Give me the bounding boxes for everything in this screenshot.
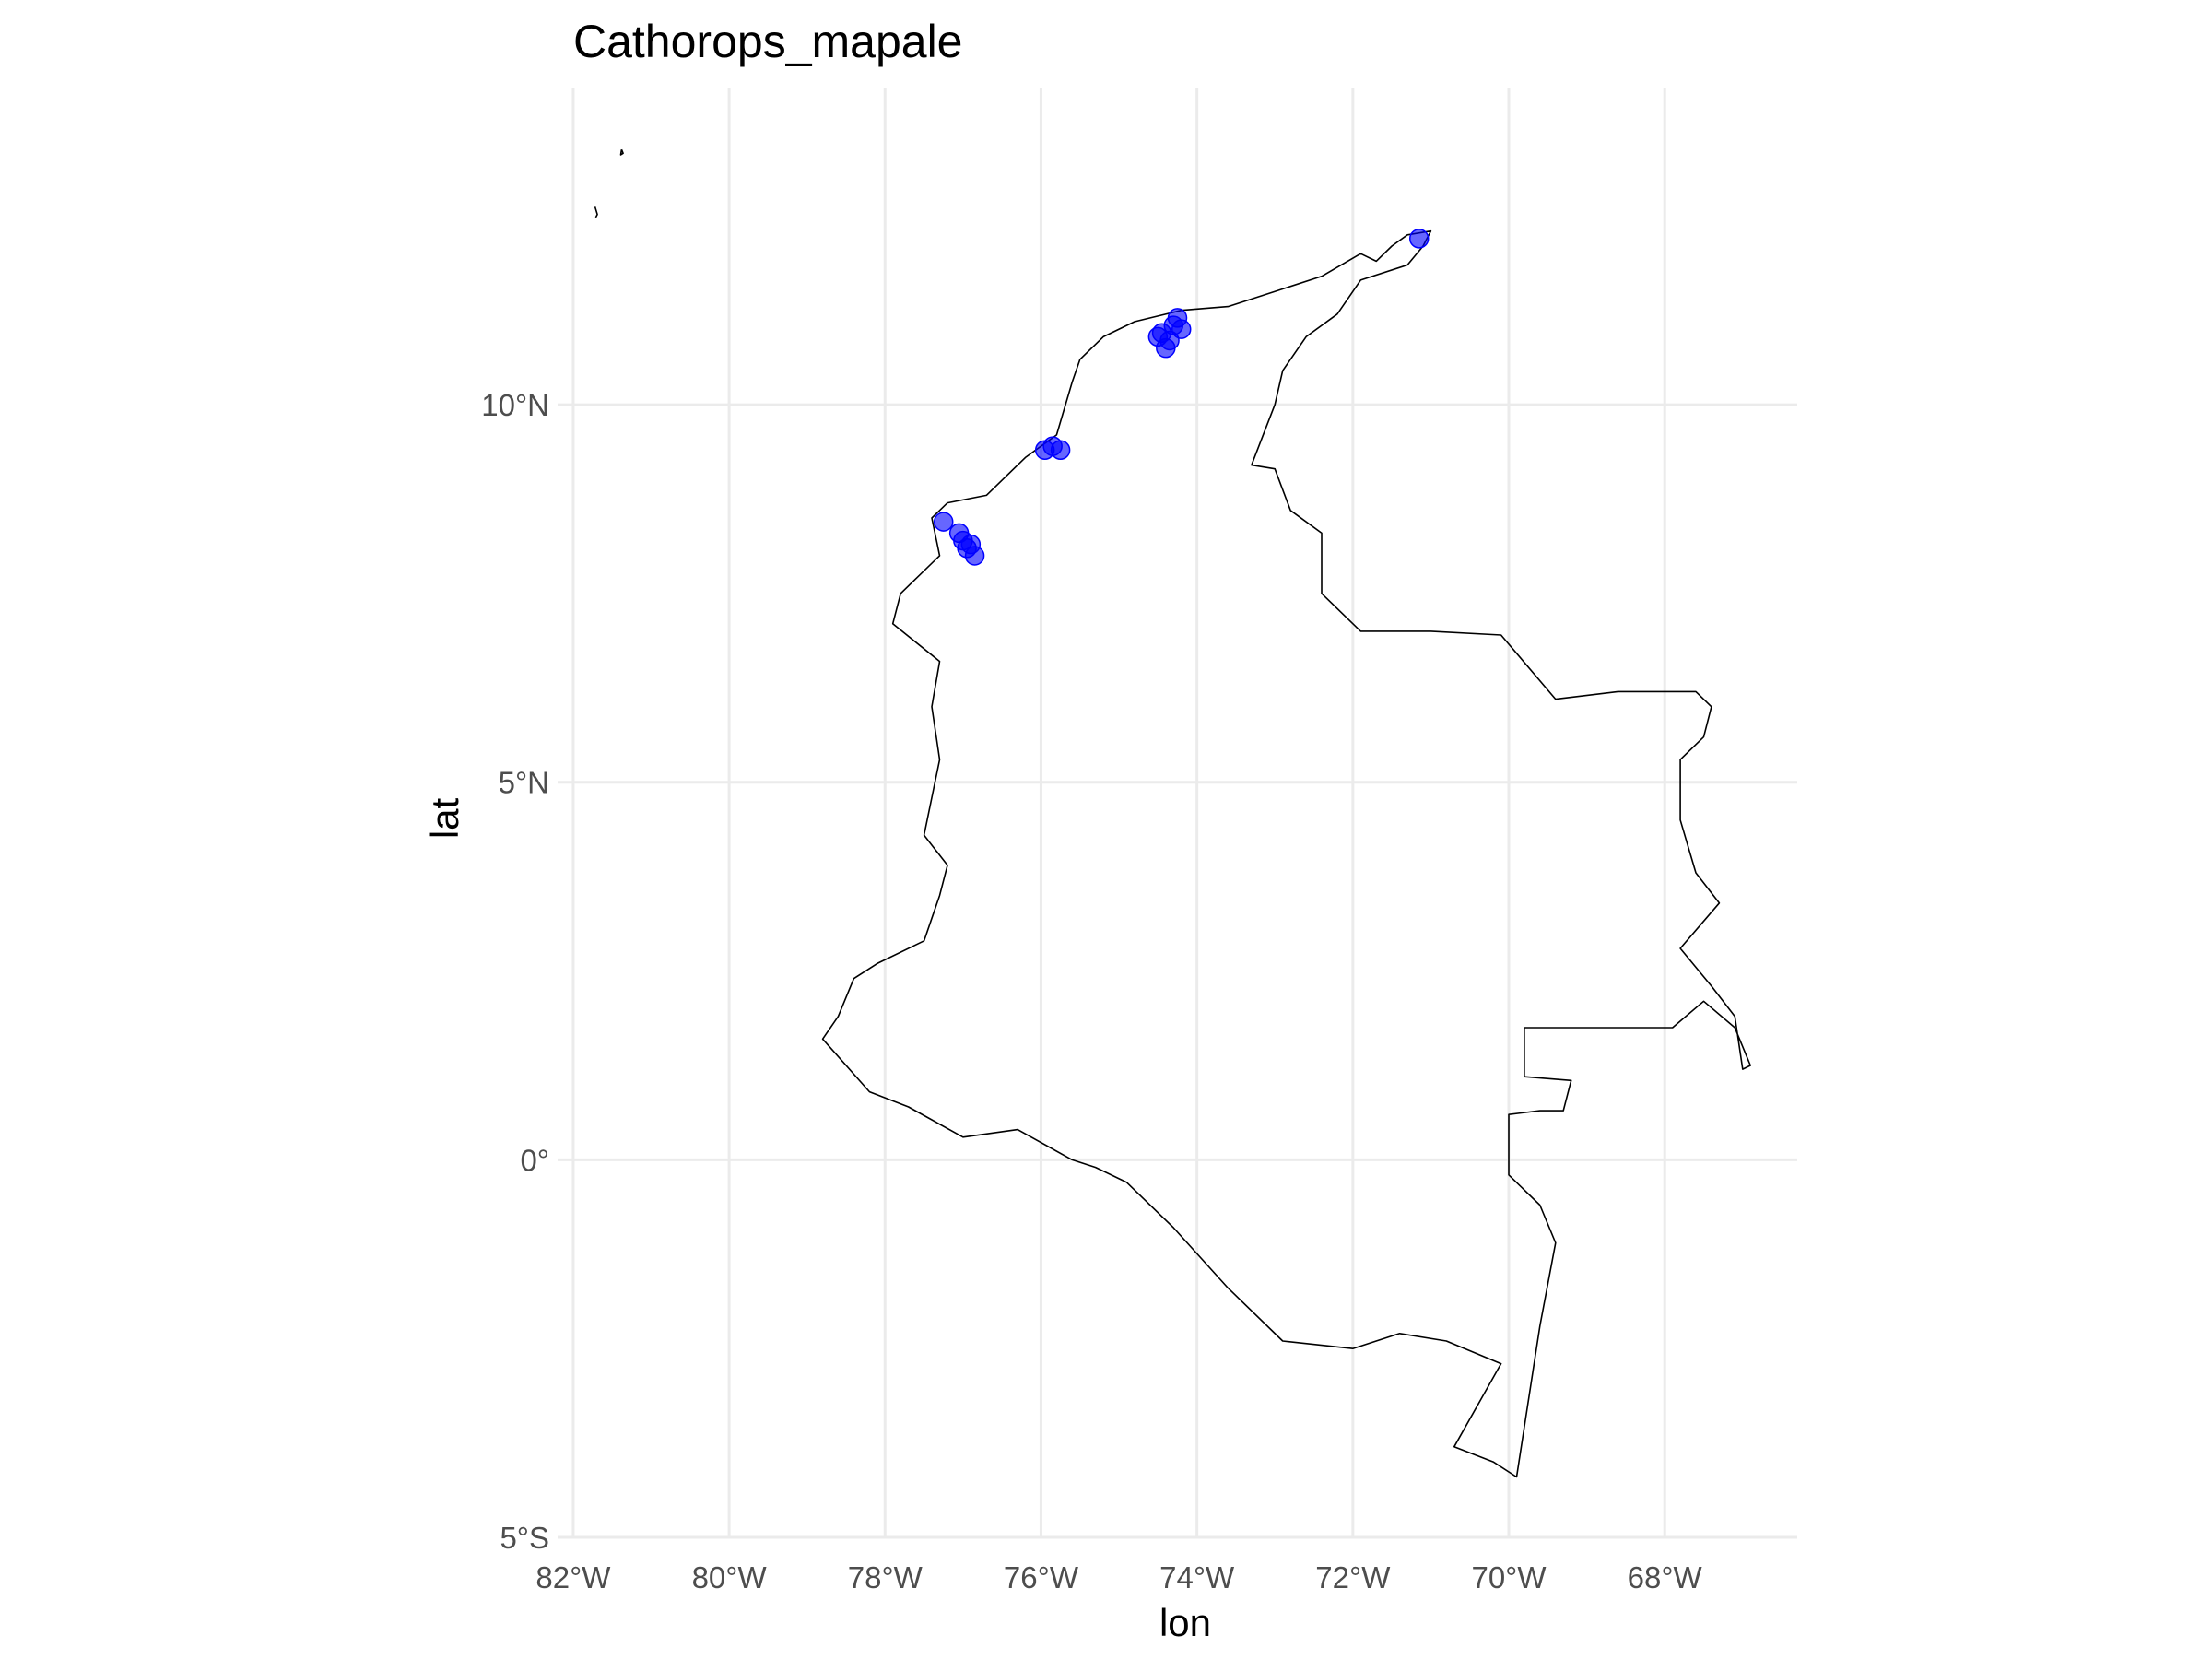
y-tick-label-0: 10°N bbox=[481, 388, 549, 422]
occurrence-point-6 bbox=[1167, 308, 1188, 328]
y-tick-label-2: 0° bbox=[520, 1143, 549, 1177]
x-tick-labels: 82°W 80°W 78°W 76°W 74°W 72°W 70°W 68°W bbox=[535, 1560, 1702, 1594]
y-tick-labels: 10°N 5°N 0° 5°S bbox=[481, 388, 549, 1555]
x-tick-label-6: 70°W bbox=[1471, 1560, 1547, 1594]
vertical-gridlines bbox=[571, 88, 1666, 1537]
x-tick-label-1: 80°W bbox=[692, 1560, 768, 1594]
x-tick-label-0: 82°W bbox=[535, 1560, 611, 1594]
x-tick-label-4: 74°W bbox=[1159, 1560, 1235, 1594]
occurrence-point-7 bbox=[1156, 337, 1176, 359]
occurrence-point-16 bbox=[960, 534, 982, 555]
chart-title: Cathorops_mapale bbox=[573, 16, 963, 67]
y-tick-label-1: 5°N bbox=[499, 766, 549, 800]
occurrence-point-10 bbox=[1050, 440, 1071, 460]
y-axis-title: lat bbox=[423, 797, 466, 839]
x-tick-label-3: 76°W bbox=[1004, 1560, 1079, 1594]
island-outline-0 bbox=[594, 206, 598, 218]
x-tick-label-5: 72°W bbox=[1315, 1560, 1391, 1594]
horizontal-gridlines bbox=[558, 403, 1797, 1539]
x-axis-title: lon bbox=[1159, 1601, 1211, 1644]
y-tick-label-3: 5°S bbox=[500, 1521, 549, 1555]
country-outline-layer bbox=[594, 148, 1751, 1478]
x-tick-label-2: 78°W bbox=[848, 1560, 924, 1594]
occurrence-points-layer bbox=[933, 229, 1430, 566]
colombia-outline bbox=[821, 229, 1751, 1478]
island-outline-1 bbox=[619, 148, 624, 156]
occurrence-point-0 bbox=[1408, 229, 1430, 249]
occurrence-point-11 bbox=[933, 512, 954, 532]
x-tick-label-7: 68°W bbox=[1628, 1560, 1703, 1594]
